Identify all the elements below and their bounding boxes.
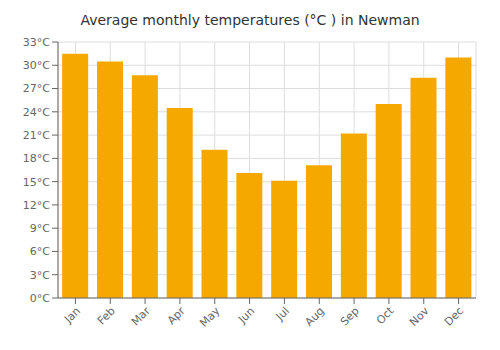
svg-text:33°C: 33°C	[23, 36, 50, 49]
svg-text:Dec: Dec	[442, 304, 466, 328]
svg-text:Sep: Sep	[338, 304, 362, 328]
svg-text:3°C: 3°C	[30, 269, 50, 282]
svg-text:21°C: 21°C	[23, 129, 50, 142]
svg-text:6°C: 6°C	[30, 245, 50, 258]
svg-text:Jun: Jun	[235, 304, 257, 326]
html-text:Average monthly temperatures (: Average monthly temperatures (°C ) in Ne…	[80, 12, 420, 28]
svg-text:Mar: Mar	[129, 304, 153, 328]
svg-text:Oct: Oct	[374, 304, 397, 327]
svg-text:Aug: Aug	[303, 304, 327, 328]
svg-text:30°C: 30°C	[23, 59, 50, 72]
svg-text:May: May	[197, 304, 223, 330]
svg-text:Apr: Apr	[165, 304, 188, 327]
svg-text:Jan: Jan	[61, 304, 83, 326]
svg-text:15°C: 15°C	[23, 176, 50, 189]
svg-text:Nov: Nov	[407, 304, 432, 329]
svg-text:27°C: 27°C	[23, 82, 50, 95]
svg-text:12°C: 12°C	[23, 199, 50, 212]
svg-text:18°C: 18°C	[23, 152, 50, 165]
svg-text:Feb: Feb	[95, 304, 118, 327]
svg-text:9°C: 9°C	[30, 222, 50, 235]
svg-text:0°C: 0°C	[30, 292, 50, 305]
svg-text:Jul: Jul	[273, 304, 292, 323]
svg-text:24°C: 24°C	[23, 106, 50, 119]
